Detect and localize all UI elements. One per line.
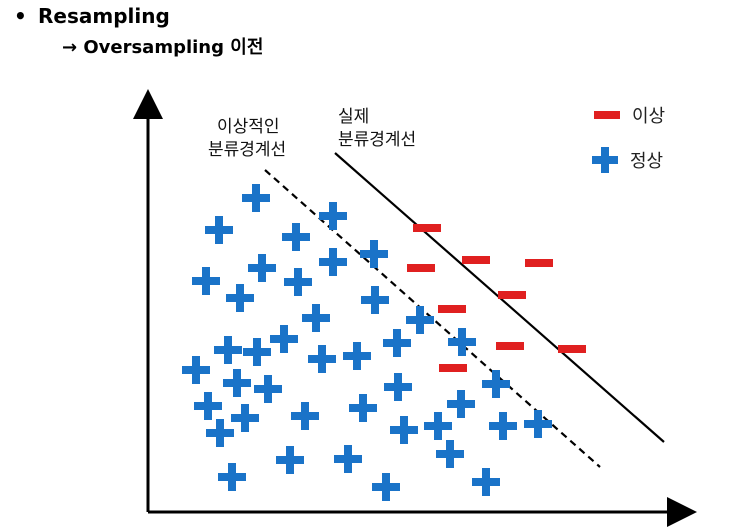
minus-marker-icon [525,259,553,267]
plus-marker-icon [372,473,400,501]
minus-marker-icon [558,345,586,353]
plus-marker-icon [282,223,310,251]
minus-marker-icon [407,264,435,272]
plus-marker-icon [243,338,271,366]
plus-marker-icon [360,240,388,268]
plus-marker-icon [214,336,242,364]
legend-plus-icon [592,147,618,173]
plus-marker-icon [489,412,517,440]
minus-marker-icon [496,342,524,350]
legend-plus-label: 정상 [630,151,663,172]
plus-marker-icon [319,248,347,276]
plus-marker-icon [361,286,389,314]
plus-marker-icon [319,202,347,230]
minus-marker-icon [462,256,490,264]
plus-marker-icon [218,463,246,491]
heading-subtitle: → Oversampling 이전 [62,37,264,58]
legend-minus-icon [594,111,620,119]
plus-marker-icon [192,267,220,295]
actual-boundary-label-2: 분류경계선 [338,130,416,150]
plus-marker-icon [436,440,464,468]
plus-marker-icon [182,356,210,384]
minus-marker-icon [439,364,467,372]
plus-marker-icon [390,416,418,444]
actual-boundary-label-1: 실제 [338,107,369,127]
plus-marker-icon [406,306,434,334]
plus-marker-icon [448,328,476,356]
plus-marker-icon [248,254,276,282]
plus-marker-icon [524,410,552,438]
bullet-dot: • [14,4,27,28]
minus-markers [407,224,586,372]
plus-marker-icon [447,390,475,418]
plus-marker-icon [223,369,251,397]
plus-marker-icon [308,345,336,373]
plus-marker-icon [302,304,330,332]
legend-minus-label: 이상 [632,106,665,127]
minus-marker-icon [413,224,441,232]
heading-line: • Resampling [14,4,170,28]
plus-marker-icon [205,216,233,244]
ideal-boundary-label-1: 이상적인 [217,117,280,137]
heading-title: Resampling [38,4,170,28]
plus-marker-icon [343,342,371,370]
plus-markers [182,184,552,501]
plus-marker-icon [349,394,377,422]
plus-marker-icon [284,268,312,296]
legend: 이상 정상 [592,106,665,173]
plus-marker-icon [334,445,362,473]
plus-marker-icon [254,375,282,403]
plus-marker-icon [472,468,500,496]
plus-marker-icon [424,412,452,440]
plus-marker-icon [291,402,319,430]
plus-marker-icon [276,446,304,474]
plus-marker-icon [242,184,270,212]
plus-marker-icon [270,325,298,353]
ideal-boundary-label-2: 분류경계선 [208,140,286,160]
plus-marker-icon [206,419,234,447]
minus-marker-icon [438,305,466,313]
plus-marker-icon [482,370,510,398]
plus-marker-icon [383,329,411,357]
plus-marker-icon [226,284,254,312]
minus-marker-icon [498,291,526,299]
plus-marker-icon [384,373,412,401]
plus-marker-icon [194,392,222,420]
plus-marker-icon [231,404,259,432]
